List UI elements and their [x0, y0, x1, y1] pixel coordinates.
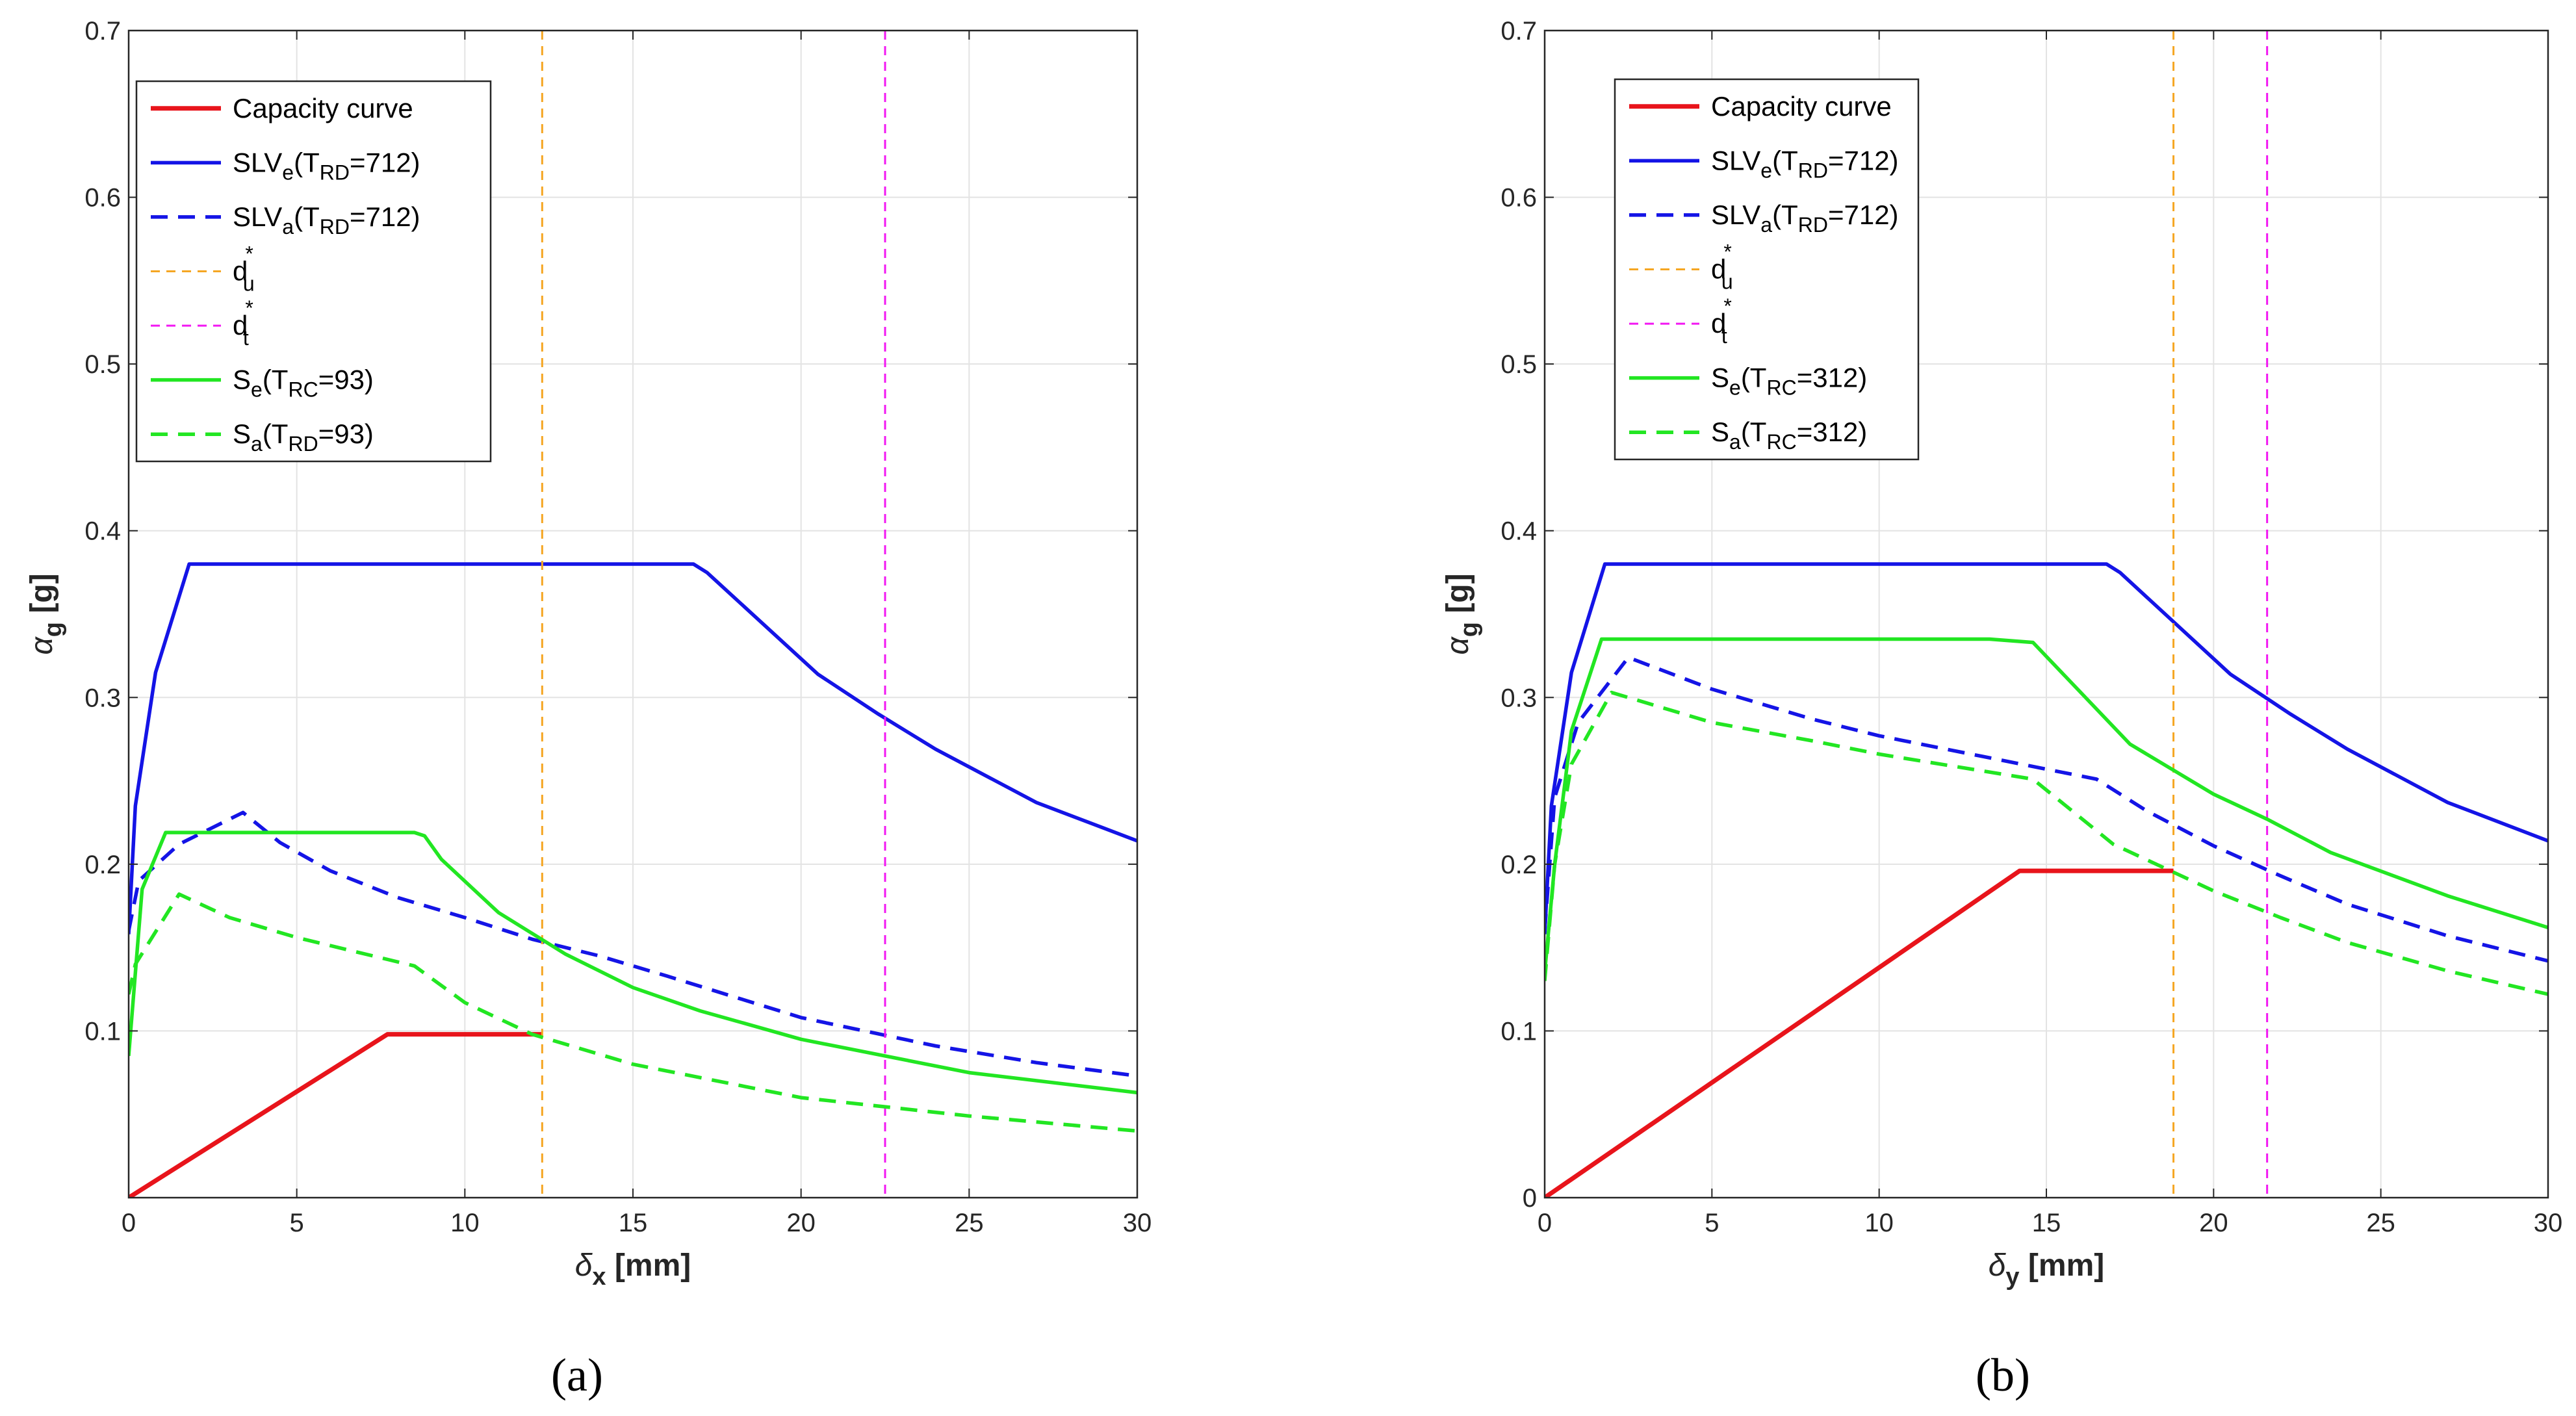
- x-tick-label: 30: [1123, 1209, 1152, 1237]
- series-line-0: [129, 1032, 543, 1198]
- y-axis-subscript: g: [1456, 622, 1483, 637]
- x-tick-label: 15: [619, 1209, 648, 1237]
- y-tick-label: 0.1: [84, 1017, 121, 1046]
- x-axis-label: δx [mm]: [575, 1248, 691, 1291]
- y-tick-label: 0.4: [1501, 517, 1537, 546]
- y-tick-label: 0.1: [1501, 1017, 1537, 1046]
- panel-caption: (b): [1976, 1349, 2030, 1401]
- legend-entry-label: SLVe(TRD=712): [233, 147, 420, 184]
- y-tick-label: 0.4: [84, 517, 121, 546]
- x-tick-label: 5: [1705, 1209, 1719, 1237]
- x-tick-label: 10: [450, 1209, 480, 1237]
- x-tick-label: 0: [122, 1209, 136, 1237]
- y-axis-unit: [g]: [25, 573, 59, 622]
- legend: Capacity curve SLVe(TRD=712) SLVa(TRD=712)…: [1614, 78, 1920, 461]
- x-axis-symbol: δ: [575, 1248, 593, 1283]
- series-line-2: [1545, 655, 2548, 963]
- series-line-6: [129, 892, 1137, 1133]
- x-tick-label: 15: [2032, 1209, 2061, 1237]
- legend-entry-label: SLVa(TRD=712): [1711, 200, 1899, 237]
- legend-entry-label: Se(TRC=312): [1711, 363, 1867, 400]
- series-line-5: [129, 830, 1137, 1095]
- series-line-0: [1545, 868, 2174, 1198]
- legend-entry-label: d* t: [1711, 294, 1732, 348]
- y-tick-label: 0.2: [84, 851, 121, 879]
- series-line-2: [129, 810, 1137, 1078]
- x-axis-unit: [mm]: [2020, 1248, 2105, 1283]
- series-line-1: [129, 562, 1137, 934]
- x-axis-subscript: x: [592, 1263, 606, 1291]
- plot-area: [129, 31, 1137, 1198]
- legend-entry-label: Se(TRC=93): [233, 365, 374, 402]
- legend-entry-label: Capacity curve: [233, 93, 413, 123]
- y-tick-label: 0.6: [1501, 184, 1537, 212]
- chart-panel-a: 0 5 10 15 20 25 30 0.1 0.2 0.3 0.4 0.5 0.6 0.7 δx [mm]…: [25, 17, 1152, 1401]
- legend-entry-label: Sa(TRD=93): [233, 418, 374, 456]
- legend-entry-label: Sa(TRC=312): [1711, 417, 1867, 454]
- x-axis-label: δy [mm]: [1989, 1248, 2104, 1291]
- legend: Capacity curve SLVe(TRD=712) SLVa(TRD=712)…: [135, 80, 492, 463]
- plot-area: [1545, 31, 2548, 1198]
- chart-panel-b: 0 5 10 15 20 25 30 0 0.1 0.2 0.3 0.4 0.5 0.6 0.7 δy [mm…: [1441, 17, 2562, 1401]
- x-tick-label: 20: [786, 1209, 816, 1237]
- legend-entry-label: d* u: [1711, 240, 1733, 294]
- x-tick-label: 10: [1864, 1209, 1894, 1237]
- series-line-6: [1545, 690, 2548, 996]
- panel-caption: (a): [551, 1349, 603, 1401]
- x-tick-label: 30: [2534, 1209, 2563, 1237]
- y-axis-label: αg [g]: [1441, 573, 1483, 654]
- y-tick-label: 0.7: [84, 17, 121, 45]
- x-tick-label: 25: [955, 1209, 984, 1237]
- legend-entry-label: SLVe(TRD=712): [1711, 145, 1899, 182]
- y-axis-symbol: α: [25, 636, 59, 655]
- series-line-5: [1545, 637, 2548, 973]
- x-axis-unit: [mm]: [606, 1248, 691, 1283]
- x-tick-label: 25: [2366, 1209, 2395, 1237]
- legend-box: [135, 80, 492, 463]
- x-tick-label: 20: [2199, 1209, 2228, 1237]
- legend-entry-label: d* u: [233, 242, 255, 296]
- x-axis-symbol: δ: [1989, 1248, 2007, 1283]
- legend-entry-label: d* t: [233, 296, 253, 350]
- legend-entry-label: SLVa(TRD=712): [233, 201, 420, 238]
- y-axis-label: αg [g]: [25, 573, 67, 654]
- x-axis-subscript: y: [2005, 1263, 2019, 1291]
- y-axis-unit: [g]: [1441, 573, 1475, 622]
- y-tick-label: 0.3: [84, 684, 121, 712]
- x-tick-label: 5: [290, 1209, 304, 1237]
- y-axis-subscript: g: [40, 622, 67, 637]
- y-tick-label: 0.5: [84, 350, 121, 379]
- x-tick-label: 0: [1538, 1209, 1552, 1237]
- y-tick-label: 0.5: [1501, 350, 1537, 379]
- y-tick-label: 0.3: [1501, 684, 1537, 712]
- y-tick-label: 0.2: [1501, 851, 1537, 879]
- legend-entry-label: Capacity curve: [1711, 91, 1892, 122]
- y-tick-label: 0.7: [1501, 17, 1537, 45]
- series-line-1: [1545, 562, 2548, 934]
- y-tick-label: 0: [1523, 1184, 1537, 1213]
- y-axis-symbol: α: [1441, 636, 1475, 655]
- y-tick-label: 0.6: [84, 184, 121, 212]
